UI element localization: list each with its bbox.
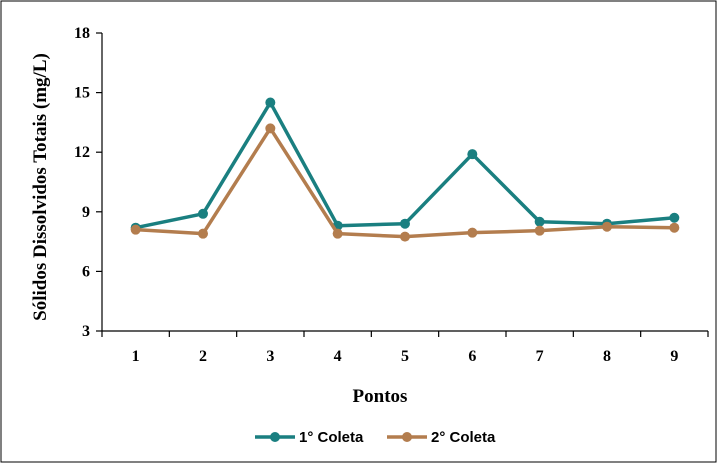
x-tick-label-5: 5 xyxy=(401,348,409,365)
y-tick-label-18: 18 xyxy=(74,25,90,42)
legend-label-1: 1° Coleta xyxy=(299,429,364,446)
data-point-s1-3 xyxy=(265,97,276,108)
data-point-s2-8 xyxy=(602,221,612,232)
data-point-s1-9 xyxy=(669,212,680,223)
legend-item-2: 2° Coleta xyxy=(387,429,496,446)
data-point-s2-6 xyxy=(467,227,478,238)
series-2 xyxy=(130,123,680,242)
data-point-s1-5 xyxy=(400,218,410,229)
data-point-s2-9 xyxy=(669,222,680,233)
x-tick-label-8: 8 xyxy=(603,348,611,365)
legend-marker-2 xyxy=(402,432,412,442)
legend: 1° Coleta 2° Coleta xyxy=(255,429,496,446)
x-tick-label-1: 1 xyxy=(132,348,140,365)
data-point-s1-7 xyxy=(534,216,545,227)
y-tick-label-15: 15 xyxy=(74,85,90,102)
y-axis-title: Sólidos Dissolvidos Totais (mg/L) xyxy=(30,53,51,321)
data-point-s2-1 xyxy=(130,224,141,235)
legend-marker-1 xyxy=(270,432,280,442)
data-point-s2-2 xyxy=(198,228,208,239)
data-point-s2-5 xyxy=(400,231,410,242)
legend-item-1: 1° Coleta xyxy=(255,429,364,446)
x-tick-label-3: 3 xyxy=(266,348,274,365)
legend-label-2: 2° Coleta xyxy=(431,429,496,446)
y-tick-label-12: 12 xyxy=(74,144,90,161)
y-tick-label-6: 6 xyxy=(82,263,90,280)
series-group xyxy=(130,97,680,242)
data-point-s1-2 xyxy=(198,208,208,219)
x-axis-title: Pontos xyxy=(353,386,408,407)
data-point-s2-7 xyxy=(534,225,545,236)
data-point-s2-3 xyxy=(265,123,276,134)
y-tick-label-3: 3 xyxy=(82,323,90,340)
data-point-s1-6 xyxy=(467,149,478,160)
x-tick-label-4: 4 xyxy=(334,348,342,365)
data-point-s2-4 xyxy=(332,228,343,239)
y-tick-label-9: 9 xyxy=(82,204,90,221)
x-tick-label-6: 6 xyxy=(468,348,476,365)
x-tick-label-2: 2 xyxy=(199,348,207,365)
x-tick-label-7: 7 xyxy=(536,348,544,365)
x-tick-label-9: 9 xyxy=(670,348,678,365)
